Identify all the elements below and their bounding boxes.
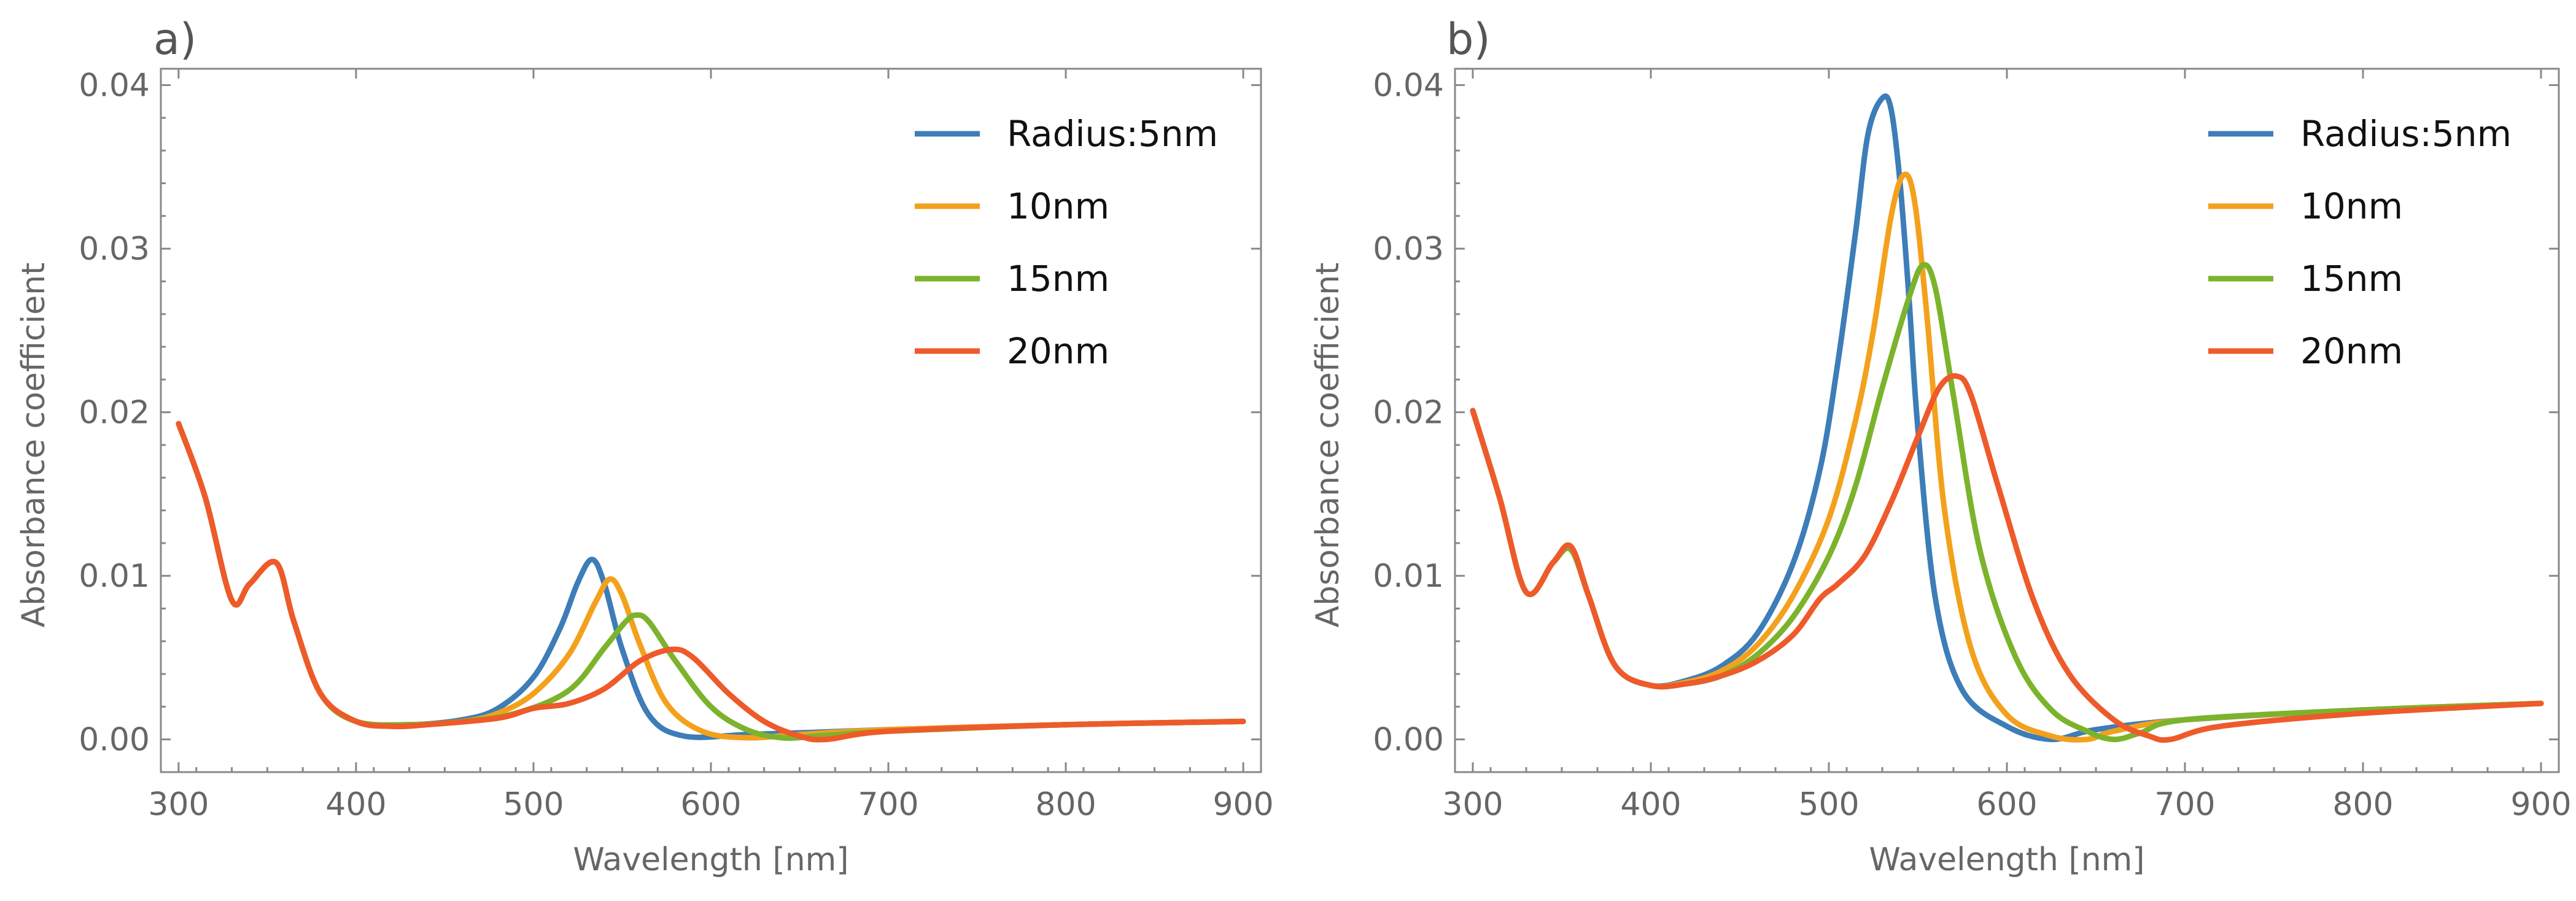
y-tick-label: 0.02 bbox=[1373, 395, 1444, 431]
x-axis-title: Wavelength [nm] bbox=[1869, 841, 2144, 878]
x-tick-label: 400 bbox=[325, 786, 386, 823]
legend-label: 20nm bbox=[1007, 330, 1109, 372]
x-tick-label: 800 bbox=[1035, 786, 1096, 823]
chart-panel-1: a) 300 400 500 600 700 800 900 0.00 0.01 0.02 0.03 0… bbox=[15, 14, 1274, 878]
x-tick-label: 700 bbox=[858, 786, 918, 823]
plot-frame bbox=[160, 68, 1262, 773]
legend-label: 15nm bbox=[2300, 258, 2403, 300]
x-tick-label: 700 bbox=[2154, 786, 2215, 823]
y-tick-label: 0.04 bbox=[79, 68, 150, 104]
y-tick-label: 0.00 bbox=[79, 722, 150, 759]
series-line-2 bbox=[176, 420, 1246, 741]
panel-label: b) bbox=[1446, 14, 1491, 64]
chart-panel-2: b) 300 400 500 600 700 800 900 0.00 0.01 0.02 0.03 0… bbox=[1309, 14, 2572, 878]
series-line-4 bbox=[176, 420, 1246, 743]
series-line-1 bbox=[176, 420, 1246, 740]
x-tick-label: 900 bbox=[1212, 786, 1273, 823]
x-tick-label: 500 bbox=[503, 786, 564, 823]
y-tick-label: 0.00 bbox=[1373, 722, 1444, 759]
y-axis-title: Absorbance coefficient bbox=[1309, 263, 1346, 628]
legend-label: 20nm bbox=[2300, 330, 2403, 372]
legend-label: Radius:5nm bbox=[2300, 113, 2512, 155]
panel-label: a) bbox=[153, 14, 196, 64]
y-tick-label: 0.01 bbox=[79, 558, 150, 595]
series-line-4 bbox=[1470, 373, 2544, 743]
y-tick-label: 0.04 bbox=[1373, 68, 1444, 104]
y-tick-label: 0.03 bbox=[79, 231, 150, 268]
y-tick-label: 0.01 bbox=[1373, 558, 1444, 595]
x-tick-label: 900 bbox=[2510, 786, 2571, 823]
legend-label: 10nm bbox=[2300, 185, 2403, 227]
x-tick-label: 800 bbox=[2332, 786, 2393, 823]
x-tick-label: 300 bbox=[148, 786, 209, 823]
y-tick-label: 0.03 bbox=[1373, 231, 1444, 268]
y-tick-label: 0.02 bbox=[79, 395, 150, 431]
plot-frame bbox=[1454, 68, 2560, 773]
y-axis-title: Absorbance coefficient bbox=[15, 263, 52, 628]
x-tick-label: 300 bbox=[1442, 786, 1503, 823]
series-line-3 bbox=[176, 420, 1246, 741]
x-tick-label: 600 bbox=[1976, 786, 2037, 823]
legend-label: 10nm bbox=[1007, 185, 1109, 227]
x-tick-label: 600 bbox=[680, 786, 741, 823]
legend-label: Radius:5nm bbox=[1007, 113, 1218, 155]
x-tick-label: 500 bbox=[1798, 786, 1859, 823]
x-tick-label: 400 bbox=[1620, 786, 1681, 823]
legend-label: 15nm bbox=[1007, 258, 1109, 300]
x-axis-title: Wavelength [nm] bbox=[573, 841, 848, 878]
